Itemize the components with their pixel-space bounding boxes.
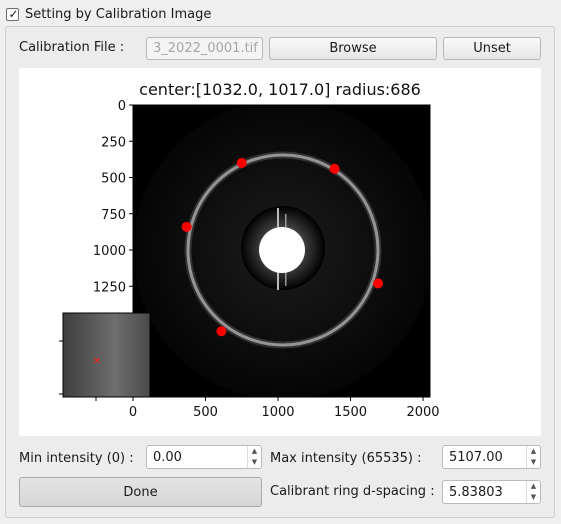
spin-up-icon[interactable]: ▲ — [530, 447, 537, 455]
spin-up-icon[interactable]: ▲ — [251, 447, 258, 455]
y-tick-label: 0 — [118, 99, 126, 114]
calibration-group-title: Setting by Calibration Image — [25, 6, 212, 22]
ring-point-marker — [329, 163, 340, 174]
done-button[interactable]: Done — [19, 477, 262, 507]
calibration-file-value: 3_2022_0001.tif — [153, 41, 258, 56]
checkmark-icon: ✓ — [8, 6, 19, 21]
x-tick-label: 1000 — [261, 405, 294, 420]
spin-up-icon[interactable]: ▲ — [530, 482, 537, 490]
max-intensity-label: Max intensity (65535) : — [270, 451, 422, 466]
min-intensity-label: Min intensity (0) : — [19, 451, 134, 466]
y-tick-label: 250 — [101, 135, 126, 150]
d-spacing-value: 5.83803 — [449, 484, 503, 500]
min-intensity-value: 0.00 — [153, 449, 182, 465]
calibration-file-field[interactable]: 3_2022_0001.tif — [146, 37, 263, 60]
x-tick-label: 0 — [129, 405, 137, 420]
calibration-group-header[interactable]: ✓ Setting by Calibration Image — [6, 4, 211, 24]
y-tick-label: 1250 — [93, 280, 126, 295]
browse-button[interactable]: Browse — [269, 37, 437, 60]
diffraction-image — [133, 105, 430, 397]
calibration-file-label: Calibration File : — [19, 40, 125, 55]
unset-button-label: Unset — [473, 41, 511, 56]
ring-point-marker — [236, 158, 247, 169]
x-tick-label: 1500 — [334, 405, 367, 420]
ring-point-marker — [181, 221, 192, 232]
done-button-label: Done — [123, 484, 158, 500]
max-intensity-spinbox[interactable]: 5107.00 ▲ ▼ — [442, 445, 541, 469]
calibration-image-svg: center:[1032.0, 1017.0] radius:686 ✕ 0 25… — [59, 80, 440, 420]
d-spacing-spinbox[interactable]: 5.83803 ▲ ▼ — [442, 480, 541, 504]
unset-button[interactable]: Unset — [443, 37, 541, 60]
y-tick-label: 1000 — [93, 244, 126, 259]
y-tick-label: 500 — [101, 172, 126, 187]
spin-down-icon[interactable]: ▼ — [530, 493, 537, 501]
calibration-plot[interactable]: center:[1032.0, 1017.0] radius:686 ✕ 0 25… — [19, 68, 541, 436]
browse-button-label: Browse — [329, 41, 377, 56]
plot-frame — [132, 104, 431, 398]
spin-down-icon[interactable]: ▼ — [251, 458, 258, 466]
y-tick-label: 750 — [101, 208, 126, 223]
max-intensity-value: 5107.00 — [449, 449, 503, 465]
plot-title: center:[1032.0, 1017.0] radius:686 — [139, 80, 421, 99]
ring-points — [181, 158, 384, 337]
x-axis-ticks: 0 500 1000 1500 2000 — [129, 397, 440, 420]
spin-down-icon[interactable]: ▼ — [530, 458, 537, 466]
zoom-inset: ✕ — [59, 312, 151, 401]
d-spacing-label: Calibrant ring d-spacing : — [270, 484, 435, 499]
ring-point-marker — [373, 278, 384, 289]
y-axis-ticks: 0 250 500 750 1000 1250 — [93, 99, 133, 295]
cross-marker-icon: ✕ — [93, 356, 101, 367]
calibration-checkbox[interactable]: ✓ — [6, 6, 19, 21]
min-intensity-spinbox[interactable]: 0.00 ▲ ▼ — [146, 445, 262, 469]
x-tick-label: 2000 — [406, 405, 439, 420]
x-tick-label: 500 — [193, 405, 218, 420]
ring-point-marker — [216, 326, 227, 337]
